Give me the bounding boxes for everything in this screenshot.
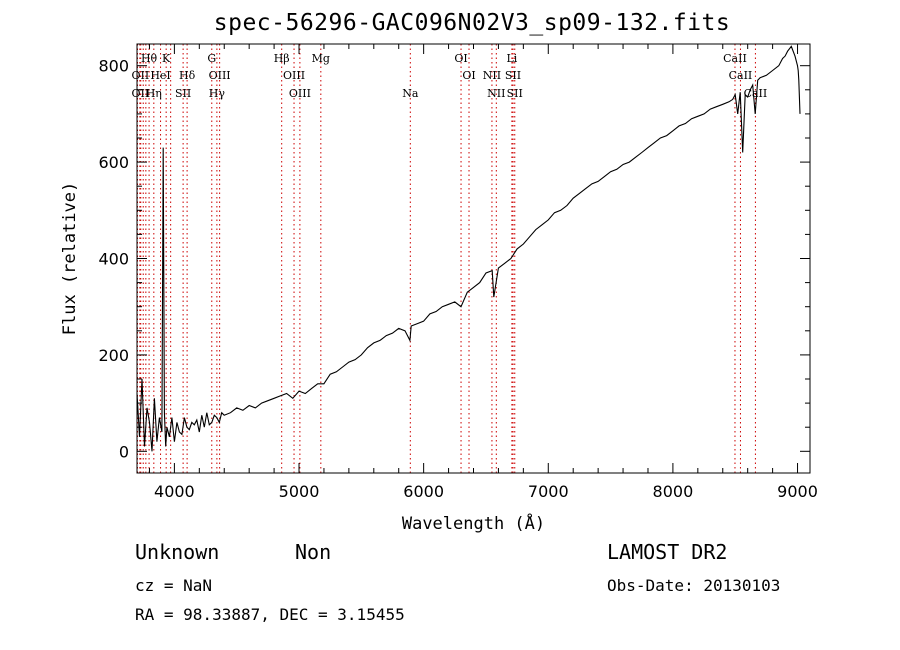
y-tick-label: 400: [98, 250, 129, 269]
survey-label: LAMOST DR2: [607, 540, 728, 564]
x-tick-label: 6000: [403, 482, 444, 501]
y-tick-label: 200: [98, 346, 129, 365]
redshift-text: cz = NaN: [135, 576, 213, 595]
line-label: NII: [483, 69, 501, 82]
line-label: OII: [132, 69, 150, 82]
x-tick-label: 7000: [528, 482, 569, 501]
line-label: K: [162, 52, 171, 65]
spectrum-line: [136, 45, 801, 452]
line-label: OI: [462, 69, 475, 82]
line-label: Hβ: [274, 52, 290, 65]
line-label: Na: [402, 87, 419, 100]
line-label: G: [207, 52, 216, 65]
coordinates-text: RA = 98.33887, DEC = 3.15455: [135, 605, 405, 624]
x-tick-label: 9000: [777, 482, 818, 501]
line-label: OII: [132, 87, 150, 100]
line-label: OI: [454, 52, 467, 65]
y-tick-label: 600: [98, 153, 129, 172]
line-label: OIII: [209, 69, 231, 82]
chart-title: spec-56296-GAC096N02V3_sp09-132.fits: [213, 10, 731, 36]
spectral-lines-layer: [136, 44, 756, 473]
x-axis-label: Wavelength (Å): [402, 512, 545, 534]
line-label: NII: [487, 87, 505, 100]
line-label: SII: [175, 87, 191, 100]
y-tick-label: 0: [119, 442, 129, 461]
axis-ticks: 4000 5000 6000 7000 8000 9000 0 200 400 600 800: [98, 44, 818, 501]
line-label: Hθ: [141, 52, 158, 65]
line-label: Li: [506, 52, 517, 65]
y-tick-label: 800: [98, 57, 129, 76]
line-label: CaII: [723, 52, 747, 65]
subclass-label: Non: [295, 540, 332, 564]
line-label: CaII: [744, 87, 768, 100]
line-label: OIII: [283, 69, 305, 82]
line-label: HeI: [150, 69, 170, 82]
line-label: Hδ: [179, 69, 196, 82]
x-tick-label: 4000: [154, 482, 195, 501]
class-label: Unknown: [135, 540, 220, 564]
x-tick-label: 8000: [653, 482, 694, 501]
line-label: Hη: [146, 87, 162, 100]
line-label: Hγ: [209, 87, 226, 100]
line-label: SII: [505, 69, 521, 82]
line-label: SII: [507, 87, 523, 100]
line-label: CaII: [729, 69, 753, 82]
obs-date-text: Obs-Date: 20130103: [607, 576, 781, 595]
y-axis-label: Flux (relative): [60, 182, 80, 336]
x-tick-label: 5000: [279, 482, 320, 501]
line-label: Mg: [312, 52, 330, 65]
line-label: OIII: [289, 87, 311, 100]
